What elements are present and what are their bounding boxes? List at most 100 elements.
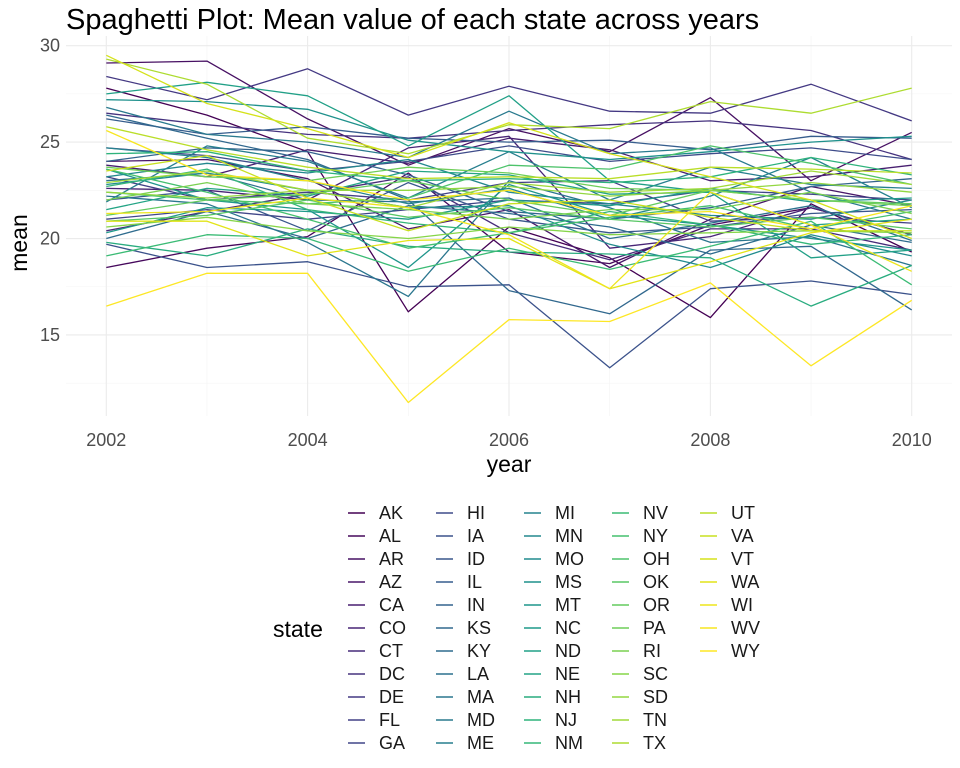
legend-label-tx: TX — [643, 733, 666, 753]
series-line-nh — [106, 228, 912, 307]
series-line-va — [106, 154, 912, 232]
series-line-mt — [106, 168, 912, 269]
series-line-nj — [106, 151, 912, 184]
legend-label-ky: KY — [467, 641, 491, 661]
legend-label-ut: UT — [731, 503, 755, 523]
legend-label-ks: KS — [467, 618, 491, 638]
series-line-sc — [106, 216, 912, 240]
legend-label-dc: DC — [379, 664, 405, 684]
legend: AK AL AR AZ CA CO CT DC DE FL GA HI IA ID IL IN KS KY LA MA… — [348, 503, 760, 753]
legend-label-mo: MO — [555, 549, 584, 569]
chart-title: Spaghetti Plot: Mean value of each state… — [66, 4, 759, 36]
legend-label-in: IN — [467, 595, 485, 615]
y-axis-ticks: 15 20 25 30 — [40, 36, 60, 345]
series-line-il — [106, 118, 912, 151]
legend-label-de: DE — [379, 687, 404, 707]
series-line-wa — [106, 218, 912, 290]
series-line-wy — [106, 272, 913, 404]
legend-label-va: VA — [731, 526, 754, 546]
series-line-ia — [106, 243, 912, 369]
legend-label-nh: NH — [555, 687, 581, 707]
legend-label-ne: NE — [555, 664, 580, 684]
legend-label-mn: MN — [555, 526, 583, 546]
x-axis-ticks: 2002 2004 2006 2008 2010 — [86, 430, 932, 450]
series-line-wv — [106, 129, 912, 230]
legend-label-me: ME — [467, 733, 494, 753]
legend-label-wv: WV — [731, 618, 760, 638]
legend-label-pa: PA — [643, 618, 666, 638]
legend-label-ca: CA — [379, 595, 404, 615]
grid-lines — [66, 36, 952, 416]
series-line-in — [106, 147, 912, 220]
y-tick-label: 25 — [40, 132, 60, 152]
legend-label-ak: AK — [379, 503, 403, 523]
legend-label-sc: SC — [643, 664, 668, 684]
series-line-ri — [106, 181, 912, 220]
series-line-ma — [106, 180, 912, 298]
legend-label-ia: IA — [467, 526, 484, 546]
x-tick-label: 2002 — [86, 430, 126, 450]
legend-label-nd: ND — [555, 641, 581, 661]
series-line-wi — [106, 191, 912, 290]
x-tick-label: 2010 — [892, 430, 932, 450]
legend-title: state — [273, 616, 323, 642]
legend-label-mt: MT — [555, 595, 581, 615]
legend-label-or: OR — [643, 595, 670, 615]
series-line-dc — [106, 112, 912, 161]
series-line-vt — [106, 54, 912, 240]
y-tick-label: 30 — [40, 36, 60, 56]
series-line-nd — [106, 81, 912, 259]
series-line-mn — [106, 158, 912, 220]
series-line-ar — [106, 60, 912, 182]
legend-label-nc: NC — [555, 618, 581, 638]
legend-label-wy: WY — [731, 641, 760, 661]
x-axis-title: year — [487, 451, 532, 477]
series-line-tx — [106, 58, 912, 155]
legend-label-la: LA — [467, 664, 489, 684]
x-tick-label: 2004 — [288, 430, 328, 450]
legend-label-ms: MS — [555, 572, 582, 592]
legend-label-id: ID — [467, 549, 485, 569]
legend-label-tn: TN — [643, 710, 667, 730]
legend-label-ga: GA — [379, 733, 405, 753]
series-line-pa — [106, 166, 912, 207]
series-line-ut — [106, 126, 912, 180]
legend-label-wi: WI — [731, 595, 753, 615]
series-line-ky — [106, 205, 912, 255]
legend-label-nv: NV — [643, 503, 668, 523]
legend-label-ok: OK — [643, 572, 669, 592]
series-line-de — [106, 68, 912, 122]
legend-label-fl: FL — [379, 710, 400, 730]
series-line-hi — [106, 145, 912, 172]
legend-label-wa: WA — [731, 572, 759, 592]
legend-label-mi: MI — [555, 503, 575, 523]
x-tick-label: 2008 — [690, 430, 730, 450]
x-tick-label: 2006 — [489, 430, 529, 450]
legend-label-md: MD — [467, 710, 495, 730]
series-line-oh — [106, 145, 912, 205]
legend-label-ny: NY — [643, 526, 668, 546]
series-line-ok — [106, 199, 912, 230]
legend-label-hi: HI — [467, 503, 485, 523]
legend-label-ma: MA — [467, 687, 494, 707]
series-lines — [105, 54, 913, 404]
y-tick-label: 20 — [40, 229, 60, 249]
series-line-sd — [106, 181, 912, 199]
legend-label-sd: SD — [643, 687, 668, 707]
series-line-nv — [106, 220, 913, 286]
legend-label-co: CO — [379, 618, 406, 638]
legend-label-ri: RI — [643, 641, 661, 661]
legend-label-nm: NM — [555, 733, 583, 753]
legend-label-al: AL — [379, 526, 401, 546]
y-axis-title: mean — [6, 214, 32, 272]
legend-label-vt: VT — [731, 549, 754, 569]
series-line-ks — [106, 114, 913, 315]
series-line-mi — [106, 147, 912, 220]
series-line-ms — [106, 99, 912, 161]
legend-label-il: IL — [467, 572, 482, 592]
legend-label-nj: NJ — [555, 710, 577, 730]
legend-label-ar: AR — [379, 549, 404, 569]
series-line-mo — [106, 172, 912, 269]
y-tick-label: 15 — [40, 325, 60, 345]
